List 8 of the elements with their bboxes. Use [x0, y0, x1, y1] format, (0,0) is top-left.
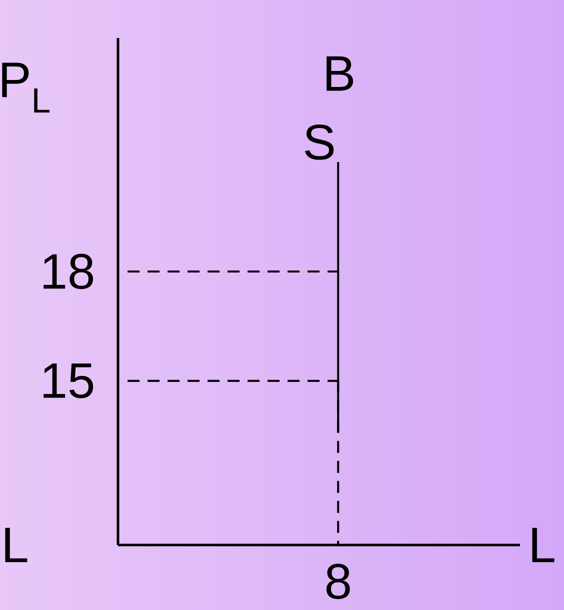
chart-title: B	[326, 56, 354, 91]
y-tick-label: 15	[44, 363, 94, 398]
text: L	[5, 528, 28, 562]
x-tick-label: 8	[326, 564, 350, 600]
x-axis-title: L	[532, 528, 554, 562]
series-label: S	[304, 124, 334, 160]
y-tick-label: 18	[44, 254, 94, 290]
y-axis-title: P$_{L}$	[2, 62, 50, 113]
